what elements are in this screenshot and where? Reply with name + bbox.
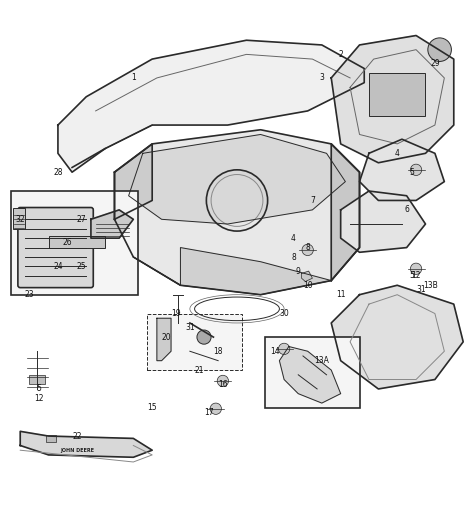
Text: 13A: 13A bbox=[314, 356, 329, 365]
Text: 18: 18 bbox=[213, 347, 223, 356]
Text: 9: 9 bbox=[296, 267, 301, 276]
Text: 14: 14 bbox=[270, 347, 280, 356]
Text: 4: 4 bbox=[291, 234, 296, 243]
Polygon shape bbox=[128, 135, 346, 224]
Circle shape bbox=[197, 330, 211, 344]
Circle shape bbox=[278, 343, 290, 355]
Text: 1: 1 bbox=[131, 74, 136, 82]
Circle shape bbox=[410, 263, 422, 274]
Polygon shape bbox=[359, 139, 444, 200]
Text: 27: 27 bbox=[77, 215, 86, 224]
Text: 20: 20 bbox=[162, 333, 171, 342]
Text: JOHN DEERE: JOHN DEERE bbox=[60, 448, 94, 453]
Text: 3: 3 bbox=[319, 74, 324, 82]
Polygon shape bbox=[115, 144, 152, 219]
Bar bbox=[265, 337, 359, 408]
Polygon shape bbox=[331, 144, 359, 281]
Bar bbox=[11, 191, 138, 295]
Text: 7: 7 bbox=[310, 196, 315, 205]
Bar bbox=[29, 375, 45, 384]
Text: 23: 23 bbox=[25, 290, 35, 299]
Polygon shape bbox=[331, 285, 463, 389]
Circle shape bbox=[410, 164, 422, 175]
Polygon shape bbox=[341, 191, 426, 252]
Text: 10: 10 bbox=[303, 281, 312, 290]
Text: 5: 5 bbox=[409, 271, 414, 280]
Circle shape bbox=[428, 38, 451, 62]
Text: 24: 24 bbox=[53, 262, 63, 271]
Circle shape bbox=[302, 244, 313, 255]
Text: 17: 17 bbox=[204, 408, 214, 417]
Text: 5: 5 bbox=[36, 384, 42, 393]
Text: 26: 26 bbox=[63, 238, 72, 247]
Polygon shape bbox=[157, 318, 171, 361]
Text: 22: 22 bbox=[72, 432, 82, 440]
Bar bbox=[13, 208, 25, 229]
Polygon shape bbox=[133, 248, 331, 295]
Bar bbox=[46, 435, 55, 442]
Text: 28: 28 bbox=[53, 168, 63, 177]
Text: 13B: 13B bbox=[423, 281, 438, 290]
Text: 5: 5 bbox=[409, 168, 414, 177]
Text: 31: 31 bbox=[416, 285, 426, 295]
Polygon shape bbox=[115, 130, 359, 295]
Text: 4: 4 bbox=[395, 149, 400, 158]
Circle shape bbox=[210, 403, 221, 414]
Polygon shape bbox=[279, 346, 341, 403]
Bar bbox=[369, 73, 426, 116]
Text: 11: 11 bbox=[336, 290, 346, 299]
Text: 25: 25 bbox=[77, 262, 86, 271]
Polygon shape bbox=[58, 40, 364, 172]
Text: 8: 8 bbox=[305, 243, 310, 252]
Polygon shape bbox=[301, 271, 312, 282]
Bar bbox=[48, 236, 105, 248]
Circle shape bbox=[217, 375, 228, 387]
Text: 12: 12 bbox=[34, 394, 44, 403]
Text: 19: 19 bbox=[171, 309, 181, 318]
Polygon shape bbox=[331, 35, 454, 163]
FancyBboxPatch shape bbox=[18, 208, 93, 288]
Text: 8: 8 bbox=[291, 252, 296, 262]
Polygon shape bbox=[20, 431, 152, 457]
Text: 30: 30 bbox=[279, 309, 289, 318]
Polygon shape bbox=[91, 210, 133, 238]
Text: 15: 15 bbox=[147, 403, 157, 412]
Text: 2: 2 bbox=[338, 50, 343, 59]
Text: 12: 12 bbox=[411, 271, 421, 280]
Text: 29: 29 bbox=[430, 59, 440, 68]
Text: 6: 6 bbox=[404, 206, 409, 214]
Text: 21: 21 bbox=[194, 365, 204, 375]
Text: 32: 32 bbox=[16, 215, 25, 224]
Text: 16: 16 bbox=[218, 380, 228, 389]
Text: 31: 31 bbox=[185, 323, 195, 332]
Bar bbox=[147, 314, 242, 370]
